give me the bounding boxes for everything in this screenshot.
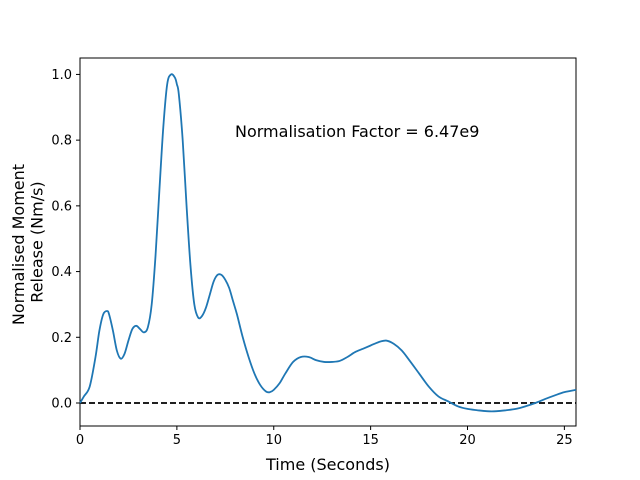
series-group bbox=[79, 73, 577, 413]
y-tick-label: 0.2 bbox=[51, 331, 72, 346]
x-tick-label: 25 bbox=[556, 433, 573, 448]
y-tick-label: 0.8 bbox=[51, 134, 72, 149]
y-tick-label: 0.0 bbox=[51, 397, 72, 412]
normalisation-annotation: Normalisation Factor = 6.47e9 bbox=[235, 122, 479, 141]
x-tick-label: 5 bbox=[173, 433, 181, 448]
plot-area-border bbox=[79, 57, 577, 427]
y-tick-label: 1.0 bbox=[51, 68, 72, 83]
y-axis-label: Normalised Moment Release (Nm/s) bbox=[9, 159, 46, 325]
x-axis-ticks: 0 5 10 15 20 25 bbox=[76, 426, 573, 448]
y-axis-label-line-2: Release (Nm/s) bbox=[27, 181, 46, 302]
axes-frame bbox=[79, 57, 577, 427]
y-axis-ticks: 0.0 0.2 0.4 0.6 0.8 1.0 bbox=[51, 68, 80, 412]
y-axis-label-line-1: Normalised Moment bbox=[9, 164, 28, 325]
y-tick-label: 0.6 bbox=[51, 199, 72, 214]
x-tick-label: 0 bbox=[76, 433, 84, 448]
x-tick-label: 10 bbox=[265, 433, 282, 448]
moment-release-line-0 bbox=[79, 73, 577, 413]
x-tick-label: 20 bbox=[459, 433, 476, 448]
y-tick-label: 0.4 bbox=[51, 265, 72, 280]
x-axis-label: Time (Seconds) bbox=[265, 455, 390, 474]
x-tick-label: 15 bbox=[362, 433, 379, 448]
